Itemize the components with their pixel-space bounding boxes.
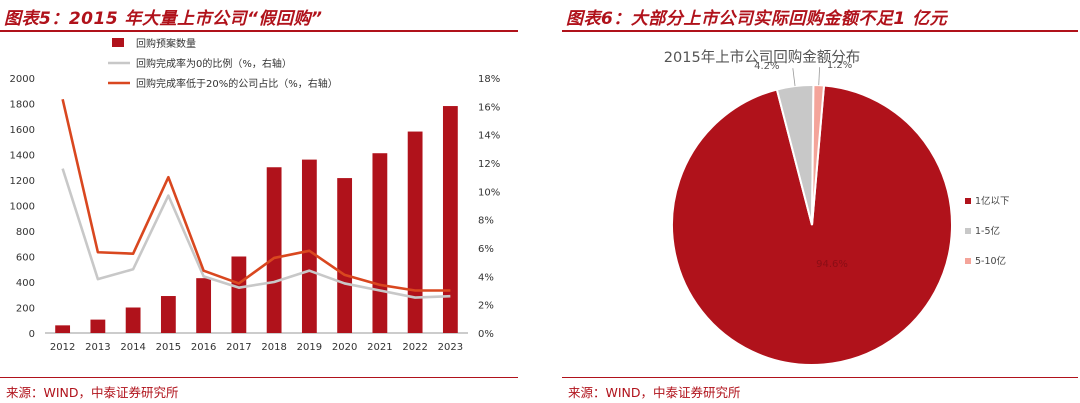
x-tick-label: 2017	[226, 342, 251, 353]
legend-swatch	[112, 38, 124, 47]
x-tick-label: 2013	[85, 342, 110, 353]
legend-swatch	[965, 258, 971, 264]
left-source-note: 来源：WIND，中泰证券研究所	[6, 385, 179, 400]
bar	[55, 325, 71, 333]
series-line	[61, 98, 451, 292]
y-tick-label: 600	[16, 253, 35, 264]
y-tick-label: 200	[16, 304, 35, 315]
pie-slice	[811, 83, 826, 226]
left-source-rule	[0, 377, 518, 378]
legend-swatch	[965, 228, 971, 234]
y-tick-label: 800	[16, 227, 35, 238]
buyback-bar-line-chart: 0 200 400 600 800 1000 1200 1400 1600 1800 2000 0% 2…	[10, 37, 501, 353]
legend-swatch	[965, 198, 971, 204]
legend-label: 回购完成率为0的比例（%，右轴）	[136, 57, 292, 70]
slice-label: 94.6%	[816, 259, 848, 270]
y-tick-label: 2000	[10, 74, 35, 85]
x-tick-label: 2021	[367, 342, 392, 353]
bar	[125, 307, 141, 333]
slice-leader-line	[818, 67, 820, 86]
x-tick-label: 2020	[332, 342, 357, 353]
left-figure-title: 图表5：2015 年大量上市公司“假回购”	[4, 9, 323, 29]
bar	[407, 131, 423, 333]
slice-label: 1.2%	[827, 60, 852, 71]
x-tick-label: 2019	[297, 342, 322, 353]
y-tick-label: 1400	[10, 151, 35, 162]
y2-tick-label: 4%	[478, 272, 494, 283]
x-tick-label: 2018	[261, 342, 286, 353]
x-tick-label: 2023	[438, 342, 463, 353]
y2-tick-label: 0%	[478, 329, 494, 340]
y2-tick-label: 6%	[478, 244, 494, 255]
bar	[160, 296, 176, 333]
pie-title: 2015年上市公司回购金额分布	[664, 49, 860, 66]
y2-tick-label: 10%	[478, 187, 500, 198]
y2-tick-label: 12%	[478, 159, 500, 170]
y-tick-label: 400	[16, 278, 35, 289]
slice-label: 4.2%	[754, 61, 779, 72]
y-tick-label: 1000	[10, 202, 35, 213]
y-tick-label: 1800	[10, 100, 35, 111]
x-tick-label: 2012	[50, 342, 75, 353]
right-figure-panel: 图表6：大部分上市公司实际回购金额不足1 亿元 2015年上市公司回购金额分布 9…	[562, 0, 1080, 403]
bar	[337, 178, 353, 333]
right-source-note: 来源：WIND，中泰证券研究所	[568, 385, 741, 400]
left-figure-panel: 图表5：2015 年大量上市公司“假回购” 0 200 400 600 800 1000 1…	[0, 0, 520, 403]
y2-tick-label: 16%	[478, 102, 500, 113]
y-tick-label: 1200	[10, 176, 35, 187]
bar	[372, 153, 388, 333]
bar	[266, 167, 282, 333]
x-tick-label: 2015	[156, 342, 181, 353]
y-tick-label: 0	[29, 329, 35, 340]
pie-slice	[671, 84, 953, 366]
y2-tick-label: 18%	[478, 74, 500, 85]
y2-tick-label: 8%	[478, 216, 494, 227]
legend-label: 1-5亿	[975, 225, 1000, 237]
bar	[90, 319, 106, 333]
legend-label: 5-10亿	[975, 255, 1006, 267]
right-title-rule	[562, 30, 1078, 32]
bar	[231, 256, 247, 333]
buyback-amount-pie-chart: 2015年上市公司回购金额分布 94.6% 4.2% 1.2% 1亿以下 1-5亿 5-10…	[664, 49, 1010, 366]
legend-label: 1亿以下	[975, 195, 1010, 207]
legend-label: 回购预案数量	[136, 37, 196, 50]
bar	[301, 159, 317, 333]
slice-leader-line	[792, 68, 796, 87]
left-title-rule	[0, 30, 518, 32]
x-tick-label: 2022	[402, 342, 427, 353]
series-line	[61, 168, 451, 299]
y2-tick-label: 14%	[478, 131, 500, 142]
x-tick-label: 2014	[120, 342, 145, 353]
legend-label: 回购完成率低于20%的公司占比（%，右轴）	[136, 77, 338, 90]
bar	[196, 278, 212, 333]
x-tick-label: 2016	[191, 342, 216, 353]
right-source-rule	[562, 377, 1078, 378]
y2-tick-label: 2%	[478, 301, 494, 312]
right-figure-title: 图表6：大部分上市公司实际回购金额不足1 亿元	[566, 9, 948, 29]
y-tick-label: 1600	[10, 125, 35, 136]
bar	[442, 106, 458, 333]
